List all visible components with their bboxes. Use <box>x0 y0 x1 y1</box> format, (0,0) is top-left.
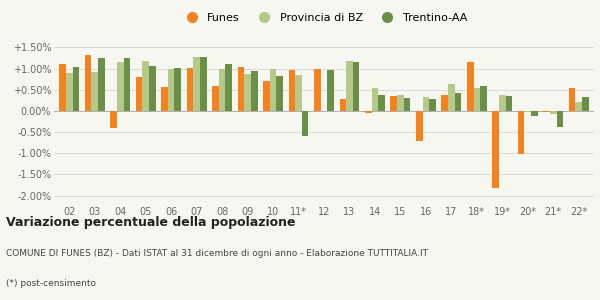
Text: (*) post-censimento: (*) post-censimento <box>6 279 96 288</box>
Bar <box>277 76 283 111</box>
Bar <box>518 111 524 154</box>
Bar <box>397 95 404 111</box>
Bar <box>455 93 461 111</box>
Bar <box>328 70 334 111</box>
Bar <box>422 97 429 111</box>
Bar <box>175 68 181 111</box>
Bar <box>161 87 168 111</box>
Bar <box>524 111 531 112</box>
Bar <box>314 70 320 111</box>
Bar <box>544 111 550 112</box>
Bar <box>66 73 73 111</box>
Text: Variazione percentuale della popolazione: Variazione percentuale della popolazione <box>6 216 296 229</box>
Bar <box>442 95 448 111</box>
Bar <box>340 99 346 111</box>
Bar <box>416 111 422 140</box>
Bar <box>238 67 244 111</box>
Bar <box>346 61 353 111</box>
Bar <box>480 86 487 111</box>
Bar <box>136 77 142 111</box>
Bar <box>473 88 480 111</box>
Bar <box>59 64 66 111</box>
Bar <box>263 81 270 111</box>
Bar <box>365 111 371 113</box>
Bar <box>550 111 557 114</box>
Bar <box>244 74 251 111</box>
Bar <box>124 58 130 111</box>
Bar <box>582 98 589 111</box>
Legend: Funes, Provincia di BZ, Trentino-AA: Funes, Provincia di BZ, Trentino-AA <box>176 8 472 27</box>
Bar <box>499 95 506 111</box>
Bar <box>251 71 257 111</box>
Bar <box>371 88 378 111</box>
Bar <box>187 68 193 111</box>
Bar <box>193 57 200 111</box>
Bar <box>378 95 385 111</box>
Text: COMUNE DI FUNES (BZ) - Dati ISTAT al 31 dicembre di ogni anno - Elaborazione TUT: COMUNE DI FUNES (BZ) - Dati ISTAT al 31 … <box>6 249 428 258</box>
Bar <box>168 69 175 111</box>
Bar <box>149 66 155 111</box>
Bar <box>117 62 124 111</box>
Bar <box>467 62 473 111</box>
Bar <box>98 58 104 111</box>
Bar <box>506 96 512 111</box>
Bar <box>73 67 79 111</box>
Bar <box>226 64 232 111</box>
Bar <box>391 96 397 111</box>
Bar <box>270 70 277 111</box>
Bar <box>429 99 436 111</box>
Bar <box>404 98 410 111</box>
Bar <box>212 85 219 111</box>
Bar <box>295 75 302 111</box>
Bar <box>219 69 226 111</box>
Bar <box>91 72 98 111</box>
Bar <box>575 103 582 111</box>
Bar <box>448 84 455 111</box>
Bar <box>531 111 538 116</box>
Bar <box>557 111 563 127</box>
Bar <box>289 70 295 111</box>
Bar <box>569 88 575 111</box>
Bar <box>353 62 359 111</box>
Bar <box>302 111 308 136</box>
Bar <box>110 111 117 128</box>
Bar <box>85 55 91 111</box>
Bar <box>493 111 499 188</box>
Bar <box>200 57 206 111</box>
Bar <box>142 61 149 111</box>
